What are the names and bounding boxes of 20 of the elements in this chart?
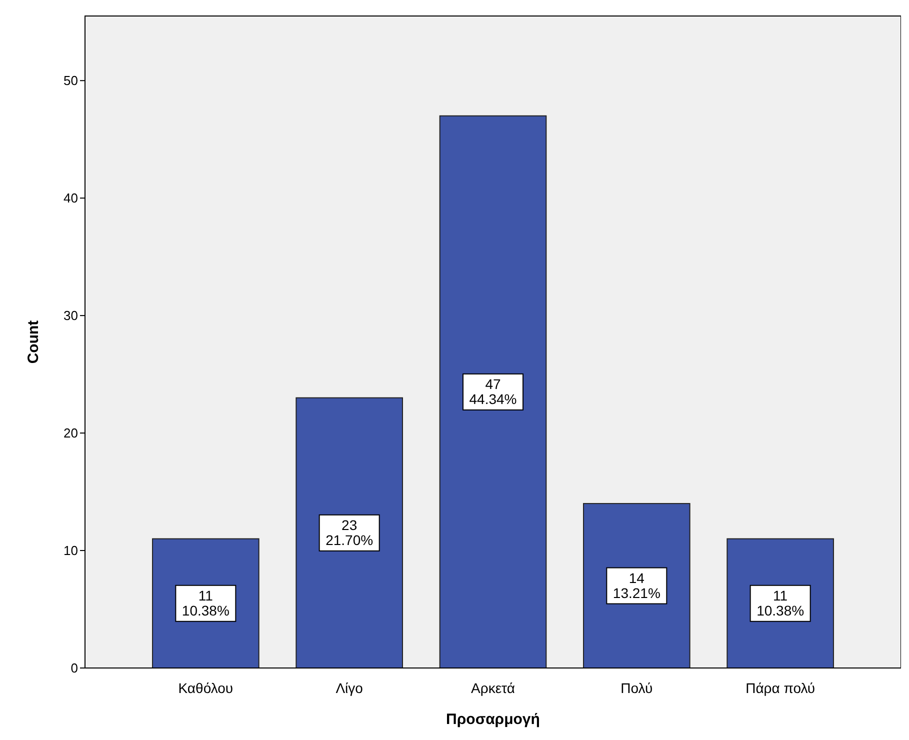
y-tick-label: 10	[64, 543, 78, 558]
data-label: 11 10.38%	[182, 587, 230, 618]
x-tick-label: Πολύ	[620, 680, 653, 696]
data-label: 14 13.21%	[612, 570, 660, 601]
y-tick-label: 20	[64, 426, 78, 441]
y-tick-label: 50	[64, 73, 78, 88]
y-tick-label: 30	[64, 308, 78, 324]
x-tick-label: Καθόλου	[178, 680, 234, 696]
data-label: 23 21.70%	[326, 516, 374, 548]
bar	[439, 115, 547, 668]
y-tick-label: 40	[64, 190, 78, 206]
data-label: 11 10.38%	[756, 587, 804, 618]
y-tick-label: 0	[70, 660, 78, 676]
x-tick-label: Αρκετά	[471, 680, 515, 696]
bar	[296, 397, 403, 668]
data-label: 47 44.34%	[469, 376, 517, 407]
x-tick-label: Λίγο	[336, 680, 364, 696]
y-axis-title: Count	[25, 320, 42, 364]
x-tick-label: Πάρα πολύ	[746, 680, 816, 696]
x-axis-title: Προσαρμογή	[446, 711, 540, 728]
